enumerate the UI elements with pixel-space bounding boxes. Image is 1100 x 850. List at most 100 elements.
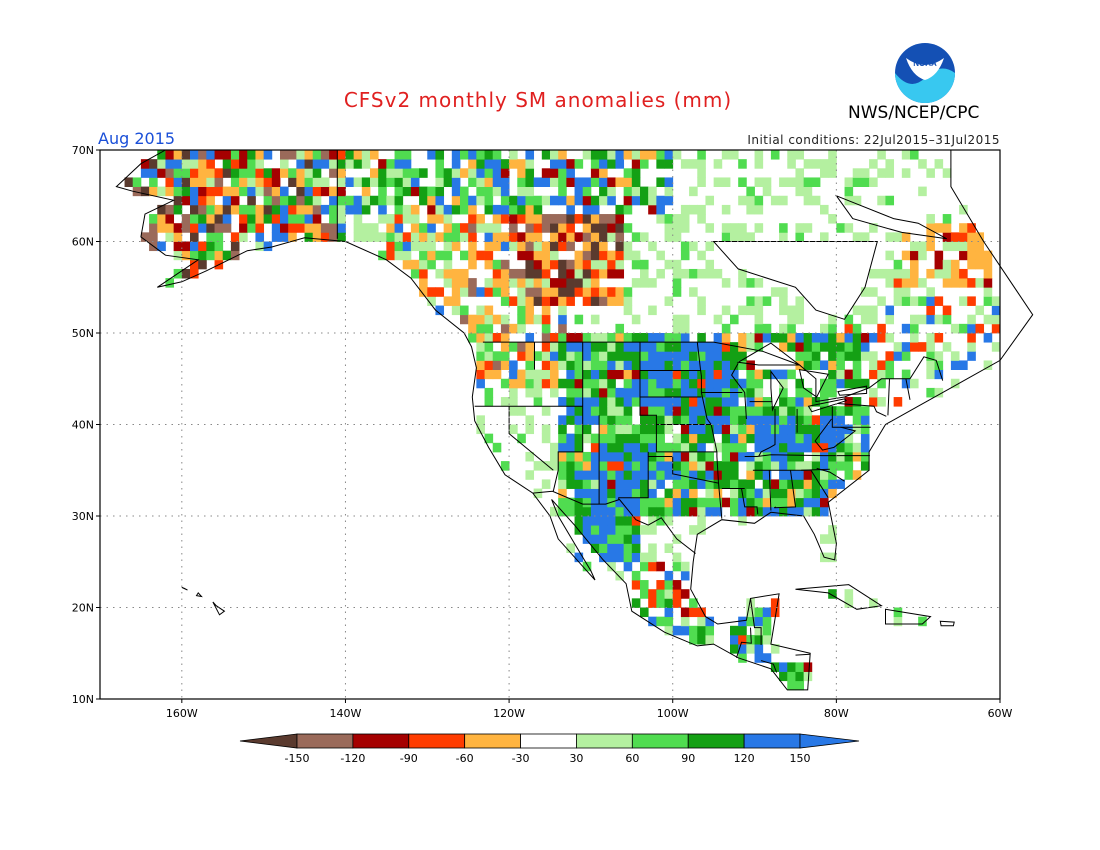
coastline xyxy=(795,584,883,610)
anomaly-cell xyxy=(582,214,592,224)
anomaly-cell xyxy=(157,241,166,252)
lake-outline xyxy=(837,385,868,396)
anomaly-cell xyxy=(517,305,526,316)
colorbar-bin xyxy=(631,733,689,749)
anomaly-cell xyxy=(787,406,796,416)
anomaly-cell xyxy=(680,570,690,581)
anomaly-cell xyxy=(304,223,314,233)
anomaly-cell xyxy=(329,150,338,160)
anomaly-cell xyxy=(762,488,772,499)
anomaly-cell xyxy=(631,150,641,160)
anomaly-cell xyxy=(484,314,494,325)
anomaly-cell xyxy=(558,305,567,316)
anomaly-cell xyxy=(460,278,469,288)
anomaly-cell xyxy=(599,424,608,435)
anomaly-cell xyxy=(950,360,960,370)
anomaly-cell xyxy=(214,223,224,233)
anomaly-cell xyxy=(631,497,641,508)
anomaly-cell xyxy=(574,433,584,444)
anomaly-cell xyxy=(607,287,616,297)
anomaly-cell xyxy=(590,534,600,544)
anomaly-cell xyxy=(492,278,502,288)
anomaly-cell xyxy=(689,451,698,462)
anomaly-cell xyxy=(656,470,665,480)
anomaly-cell xyxy=(877,268,886,279)
anomaly-cell xyxy=(705,625,715,636)
anomaly-cell xyxy=(820,387,829,398)
anomaly-cell xyxy=(656,506,665,517)
anomaly-cell xyxy=(664,470,674,480)
anomaly-cell xyxy=(190,159,199,169)
anomaly-cell xyxy=(844,314,854,325)
anomaly-cell xyxy=(738,625,747,636)
anomaly-cell xyxy=(738,360,747,370)
anomaly-cell xyxy=(730,314,739,325)
anomaly-cell xyxy=(738,223,747,233)
anomaly-cell xyxy=(852,397,862,407)
anomaly-cell xyxy=(427,287,436,297)
anomaly-cell xyxy=(590,214,600,224)
anomaly-cell xyxy=(926,223,935,233)
anomaly-cell xyxy=(574,333,584,343)
anomaly-cell xyxy=(705,360,715,370)
anomaly-cell xyxy=(255,232,265,242)
lat-tick-label: 10N xyxy=(72,693,94,706)
anomaly-cell xyxy=(550,223,559,233)
anomaly-cell xyxy=(623,415,633,425)
anomaly-cell xyxy=(730,625,739,636)
anomaly-cell xyxy=(942,214,952,224)
anomaly-cell xyxy=(656,378,665,389)
anomaly-cell xyxy=(484,195,494,206)
anomaly-cell xyxy=(255,223,265,233)
anomaly-cell xyxy=(410,241,420,252)
anomaly-cell xyxy=(860,433,870,444)
anomaly-cell xyxy=(648,397,657,407)
anomaly-cell xyxy=(435,150,445,160)
anomaly-cell xyxy=(705,506,715,517)
anomaly-cell xyxy=(599,506,608,517)
anomaly-cell xyxy=(828,387,837,398)
anomaly-cell xyxy=(689,369,698,380)
anomaly-cell xyxy=(149,223,158,233)
anomaly-cell xyxy=(533,278,543,288)
anomaly-cell xyxy=(173,241,183,252)
anomaly-cell xyxy=(779,497,788,508)
anomaly-cell xyxy=(173,195,183,206)
anomaly-cell xyxy=(779,470,788,480)
anomaly-cell xyxy=(378,159,387,169)
anomaly-cell xyxy=(558,168,567,178)
anomaly-cell xyxy=(607,378,616,389)
anomaly-cell xyxy=(713,442,723,453)
anomaly-cell xyxy=(361,150,371,160)
anomaly-cell xyxy=(705,497,715,508)
anomaly-cell xyxy=(738,634,747,645)
anomaly-cell xyxy=(746,406,755,416)
anomaly-cell xyxy=(672,232,682,242)
anomaly-cell xyxy=(443,278,453,288)
anomaly-cell xyxy=(615,214,625,224)
anomaly-cell xyxy=(435,186,445,197)
anomaly-cell xyxy=(615,552,625,563)
lat-tick-label: 20N xyxy=(72,602,94,615)
anomaly-cell xyxy=(574,369,584,380)
anomaly-cell xyxy=(484,342,494,352)
anomaly-cell xyxy=(173,177,183,187)
anomaly-cell xyxy=(623,168,633,178)
anomaly-cell xyxy=(787,479,796,489)
anomaly-cell xyxy=(320,186,330,197)
anomaly-cell xyxy=(901,168,911,178)
anomaly-cell xyxy=(738,342,747,352)
anomaly-cell xyxy=(664,415,674,425)
anomaly-cell xyxy=(460,314,469,325)
anomaly-cell xyxy=(353,214,363,224)
anomaly-cell xyxy=(631,516,641,526)
anomaly-cell xyxy=(991,342,1001,352)
anomaly-cell xyxy=(664,589,674,599)
anomaly-cell xyxy=(762,461,772,471)
anomaly-cell xyxy=(680,442,690,453)
anomaly-cell xyxy=(680,268,690,279)
anomaly-cell xyxy=(623,406,633,416)
anomaly-cell xyxy=(795,305,805,316)
anomaly-cell xyxy=(860,342,870,352)
anomaly-cell xyxy=(230,232,240,242)
